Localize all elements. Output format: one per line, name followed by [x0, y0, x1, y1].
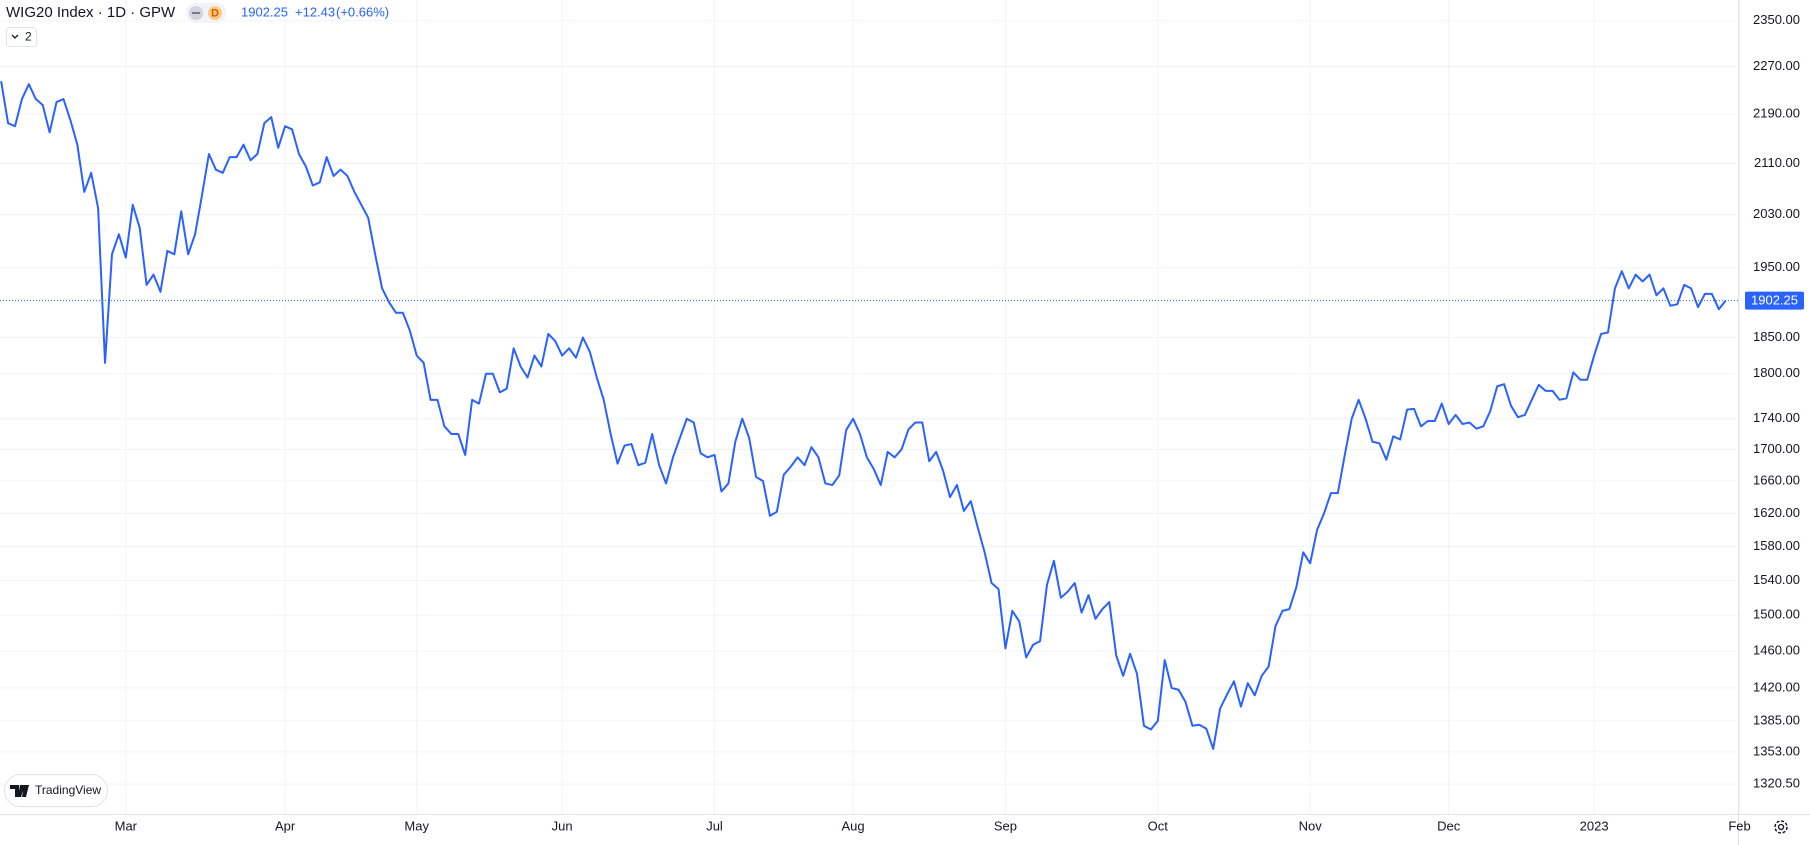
y-tick-label: 2110.00: [1754, 155, 1800, 170]
y-tick-label: 1740.00: [1753, 410, 1800, 425]
x-tick-label: Feb: [1728, 818, 1750, 833]
y-tick-label: 1660.00: [1753, 472, 1800, 487]
y-tick-label: 1620.00: [1753, 505, 1800, 520]
logo-icon: [10, 785, 29, 797]
logo-box[interactable]: [4, 774, 108, 807]
x-tick-label: Sep: [994, 818, 1017, 833]
y-tick-label: 1460.00: [1753, 643, 1800, 658]
layers-count: 2: [25, 30, 32, 44]
price-line: [0, 81, 1727, 750]
y-tick-label: 2030.00: [1753, 206, 1800, 221]
last-price-box: [1745, 291, 1804, 310]
y-tick-label: 1800.00: [1753, 365, 1800, 380]
layers-button[interactable]: [6, 27, 37, 47]
x-tick-label: Jun: [552, 818, 573, 833]
last-price-label: 1902.25: [1751, 293, 1798, 308]
x-tick-label: Mar: [115, 818, 138, 833]
badge-dash: [192, 12, 200, 14]
x-tick-label: Dec: [1437, 818, 1461, 833]
x-tick-label: Apr: [275, 818, 296, 833]
y-tick-label: 1320.50: [1753, 776, 1800, 791]
badge-letter: D: [211, 7, 219, 19]
y-tick-label: 1700.00: [1753, 441, 1800, 456]
symbol-title: WIG20 Index · 1D · GPW: [6, 4, 176, 21]
logo-text: TradingView: [35, 783, 101, 797]
y-tick-label: 2270.00: [1753, 58, 1800, 73]
y-tick-label: 1500.00: [1753, 607, 1800, 622]
x-tick-label: Jul: [706, 818, 723, 833]
y-tick-label: 1540.00: [1753, 572, 1800, 587]
y-tick-label: 1385.00: [1753, 712, 1800, 727]
settings-gear[interactable]: [1774, 820, 1788, 834]
header-change: +12.43: [295, 4, 335, 19]
y-tick-label: 2190.00: [1753, 106, 1800, 121]
y-tick-label: 1850.00: [1753, 329, 1800, 344]
plot: [0, 81, 1738, 750]
y-tick-label: 1420.00: [1753, 679, 1800, 694]
header-price: 1902.25: [241, 4, 288, 19]
y-tick-label: 2350.00: [1753, 12, 1800, 27]
x-tick-label: Oct: [1148, 818, 1169, 833]
grid: [0, 0, 1741, 814]
header-change-pct: (+0.66%): [336, 4, 389, 19]
x-tick-label: Nov: [1299, 818, 1323, 833]
y-tick-label: 1353.00: [1753, 743, 1800, 758]
y-tick-label: 1950.00: [1753, 259, 1800, 274]
y-tick-label: 1580.00: [1753, 538, 1800, 553]
badge-circle: [208, 6, 222, 20]
x-tick-label: Aug: [841, 818, 864, 833]
x-tick-label: 2023: [1580, 818, 1609, 833]
layers-chevron: [11, 34, 19, 39]
x-tick-label: May: [404, 818, 429, 833]
